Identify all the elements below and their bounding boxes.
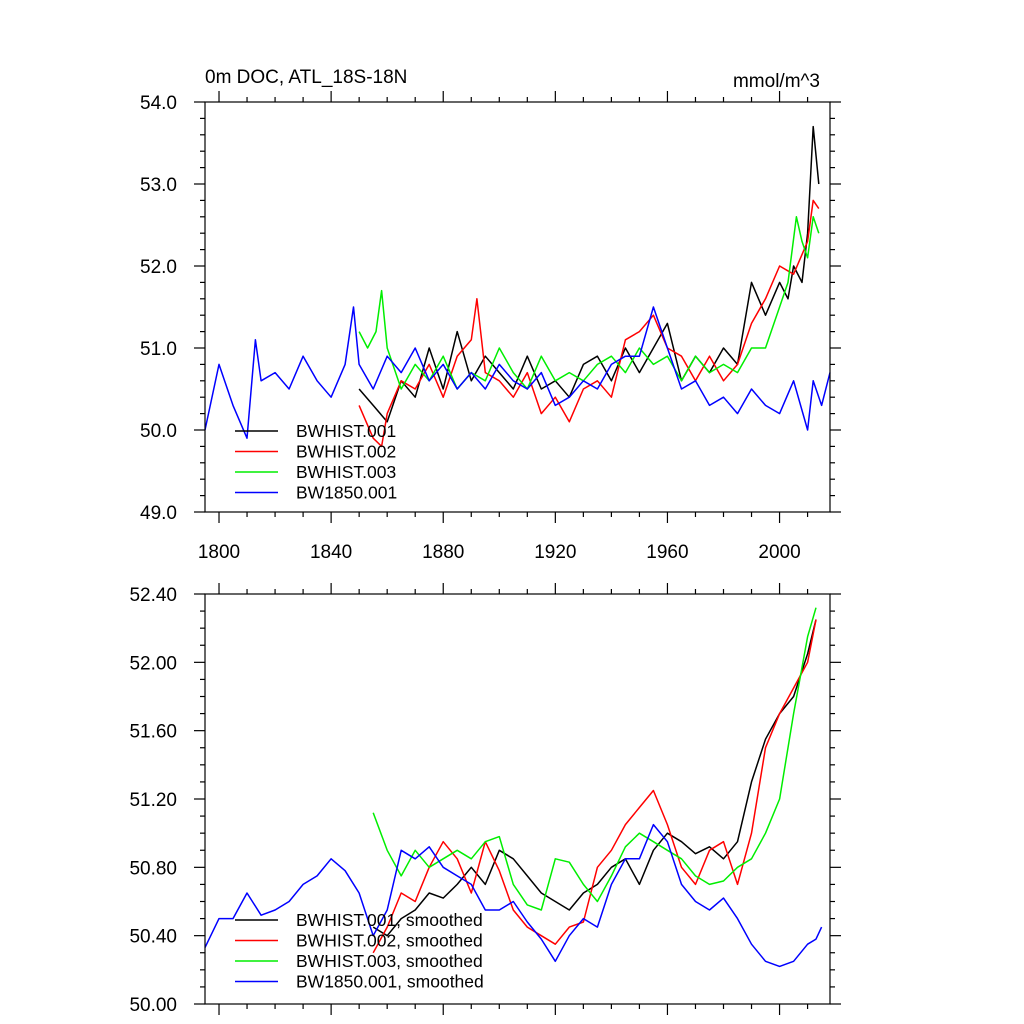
bottom-axis-ticks: 50.00 50.40 50.80 51.20 51.60 52.00 52.40 [129, 583, 841, 1016]
series-line-bw1850-001 [204, 306, 831, 439]
top-series-lines [204, 125, 831, 448]
y-tick-label: 50.00 [129, 995, 177, 1016]
bottom-plot-frame [204, 593, 831, 1005]
top-plot-frame [204, 101, 831, 513]
legend-label: BWHIST.002, smoothed [296, 931, 483, 951]
y-tick-label: 52.40 [129, 585, 177, 606]
x-tick-label: 1880 [422, 542, 464, 563]
legend-label: BW1850.001, smoothed [296, 972, 484, 992]
x-tick-label: 2000 [758, 542, 800, 563]
legend-label: BWHIST.002 [296, 442, 396, 462]
series-line-bwhist-002 [358, 199, 820, 448]
legend-label: BWHIST.003, smoothed [296, 951, 483, 971]
y-tick-label: 50.0 [140, 421, 177, 442]
bottom-chart-panel: 50.00 50.40 50.80 51.20 51.60 52.00 52.40 BWHI… [129, 583, 841, 1016]
series-line-bwhist-003 [358, 216, 820, 390]
y-tick-label: 52.0 [140, 257, 177, 278]
y-tick-label: 52.00 [129, 653, 177, 674]
y-tick-label: 51.0 [140, 339, 177, 360]
series-line-bwhist-002-smoothed [372, 619, 817, 954]
series-line-bwhist-001-smoothed [372, 619, 817, 937]
y-tick-label: 50.80 [129, 858, 177, 879]
y-tick-label: 51.20 [129, 790, 177, 811]
y-tick-label: 49.0 [140, 503, 177, 524]
top-axis-ticks: 1800 1840 1880 1920 1960 2000 49.0 50.0 51.0 52.0… [140, 91, 841, 563]
x-tick-label: 1960 [646, 542, 688, 563]
bottom-series-lines [204, 607, 823, 968]
series-line-bw1850-001-smoothed [204, 823, 823, 968]
legend-label: BWHIST.001, smoothed [296, 910, 483, 930]
legend-label: BWHIST.001 [296, 421, 396, 441]
chart-title: 0m DOC, ATL_18S-18N [205, 67, 407, 88]
legend-label: BW1850.001 [296, 483, 397, 503]
chart-units: mmol/m^3 [733, 71, 820, 92]
top-chart-panel: 0m DOC, ATL_18S-18N mmol/m^3 1800 1840 188… [140, 67, 841, 563]
x-tick-label: 1920 [534, 542, 576, 563]
x-tick-label: 1800 [198, 542, 240, 563]
series-line-bwhist-003-smoothed [372, 607, 817, 911]
x-tick-label: 1840 [310, 542, 352, 563]
y-tick-label: 51.60 [129, 722, 177, 743]
legend-label: BWHIST.003 [296, 462, 396, 482]
y-tick-label: 50.40 [129, 927, 177, 948]
y-tick-label: 53.0 [140, 175, 177, 196]
y-tick-label: 54.0 [140, 93, 177, 114]
